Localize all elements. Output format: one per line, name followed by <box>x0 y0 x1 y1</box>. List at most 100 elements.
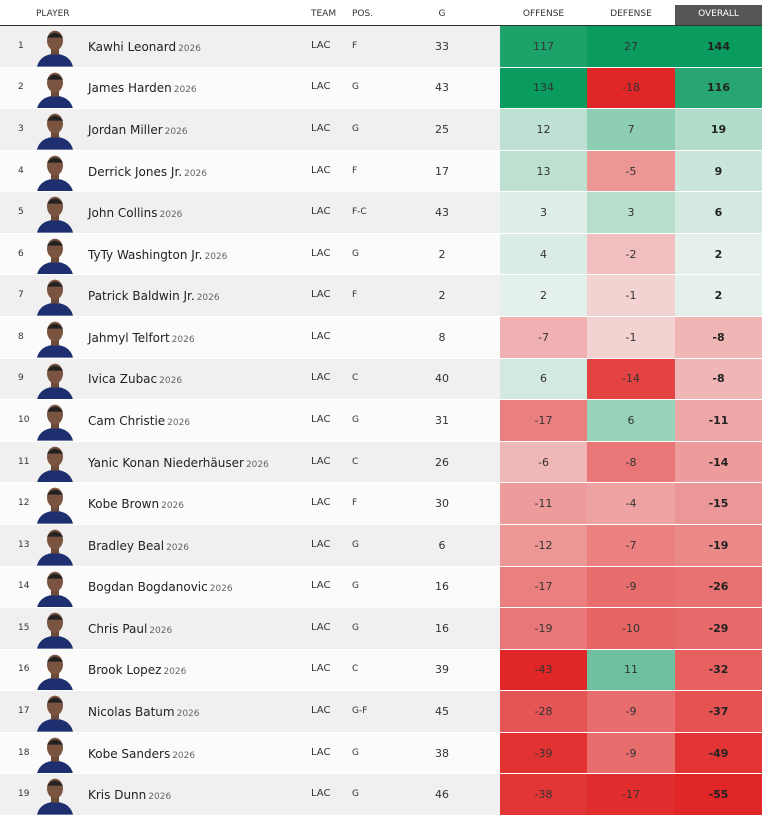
defense-cell: -10 <box>587 608 675 649</box>
player-name: TyTy Washington Jr. <box>88 247 203 262</box>
games: 33 <box>435 39 449 53</box>
games: 31 <box>435 413 449 427</box>
table-row: 7 Patrick Baldwin Jr. 2026 LAC F 2 2 -1 2 <box>0 275 762 318</box>
header-rule <box>0 25 762 26</box>
defense-value: -1 <box>625 289 637 303</box>
position: G <box>352 123 359 134</box>
team: LAC <box>311 497 331 509</box>
team: LAC <box>311 788 331 800</box>
defense-value: -7 <box>625 538 637 552</box>
games: 38 <box>435 746 449 760</box>
overall-value: 2 <box>714 289 723 303</box>
team: LAC <box>311 247 331 259</box>
column-header: G <box>438 9 446 19</box>
player-name-cell: Chris Paul 2026 <box>88 622 172 636</box>
team: LAC <box>311 538 331 550</box>
games: 46 <box>435 788 449 802</box>
defense-cell: -14 <box>587 358 675 400</box>
season: 2026 <box>184 168 208 179</box>
position: F <box>352 498 358 509</box>
overall-value: -11 <box>708 413 729 427</box>
games: 6 <box>438 538 446 552</box>
player-name-cell: John Collins 2026 <box>88 206 182 220</box>
overall-cell: 116 <box>675 67 762 109</box>
position: F-C <box>352 207 367 218</box>
player-photo <box>37 280 73 317</box>
offense-cell: -6 <box>500 441 587 483</box>
offense-value: 6 <box>540 372 547 386</box>
player-photo <box>37 404 73 441</box>
offense-cell: -17 <box>500 400 587 441</box>
overall-cell: -11 <box>675 400 762 441</box>
player-name: Kawhi Leonard <box>88 39 177 54</box>
team: LAC <box>311 455 331 467</box>
position: G <box>352 539 359 550</box>
rank: 18 <box>18 747 30 758</box>
rank: 16 <box>18 664 30 675</box>
season: 2026 <box>204 251 228 262</box>
team: LAC <box>311 289 331 301</box>
offense-value: 12 <box>536 122 551 136</box>
table-row: 19 Kris Dunn 2026 LAC G 46 -38 -17 -55 <box>0 774 762 816</box>
defense-cell: -1 <box>587 275 675 317</box>
position: C <box>352 664 359 675</box>
table-row: 4 Derrick Jones Jr. 2026 LAC F 17 13 -5 9 <box>0 150 762 193</box>
team: LAC <box>311 621 331 633</box>
team: LAC <box>311 372 331 384</box>
player-name: James Harden <box>88 81 172 96</box>
defense-value: -5 <box>625 164 637 178</box>
defense-value: -1 <box>625 330 637 344</box>
season: 2026 <box>171 334 195 345</box>
player-name-cell: Kobe Brown 2026 <box>88 497 184 511</box>
player-photo <box>37 571 73 608</box>
player-photo <box>37 30 73 67</box>
player-photo <box>37 321 73 358</box>
position: G-F <box>352 706 368 717</box>
defense-cell: -2 <box>587 233 675 275</box>
table-row: 9 Ivica Zubac 2026 LAC C 40 6 -14 -8 <box>0 358 762 401</box>
overall-cell: -32 <box>675 649 762 691</box>
player-name-cell: Kawhi Leonard 2026 <box>88 40 201 54</box>
offense-value: -11 <box>534 497 553 511</box>
player-photo <box>37 155 73 192</box>
season: 2026 <box>159 210 183 221</box>
offense-cell: -17 <box>500 566 587 608</box>
table-row: 13 Bradley Beal 2026 LAC G 6 -12 -7 -19 <box>0 524 762 567</box>
games: 45 <box>435 705 449 719</box>
offense-value: -17 <box>534 580 553 594</box>
player-photo <box>37 529 73 566</box>
table-row: 17 Nicolas Batum 2026 LAC G-F 45 -28 -9 -37 <box>0 691 762 733</box>
offense-value: -19 <box>534 621 553 635</box>
rank: 11 <box>18 456 30 467</box>
overall-cell: 9 <box>675 150 762 192</box>
games: 2 <box>438 247 446 261</box>
offense-cell: -38 <box>500 774 587 815</box>
player-name-cell: Nicolas Batum 2026 <box>88 705 200 719</box>
rank: 13 <box>18 539 30 550</box>
player-photo <box>37 446 73 483</box>
season: 2026 <box>172 750 196 761</box>
player-name-cell: Bogdan Bogdanovic 2026 <box>88 580 233 594</box>
table-row: 16 Brook Lopez 2026 LAC C 39 -43 11 -32 <box>0 649 762 692</box>
player-photo <box>37 363 73 400</box>
player-photo <box>37 737 73 774</box>
overall-value: -8 <box>712 372 725 386</box>
rank: 14 <box>18 581 30 592</box>
table-row: 11 Yanic Konan Niederhäuser 2026 LAC C 26 -6 -… <box>0 441 762 484</box>
position: F <box>352 40 358 51</box>
overall-value: -29 <box>708 621 729 635</box>
games: 40 <box>435 372 449 386</box>
player-name-cell: Derrick Jones Jr. 2026 <box>88 165 207 179</box>
offense-cell: -12 <box>500 524 587 566</box>
player-name-cell: James Harden 2026 <box>88 81 197 95</box>
overall-value: 2 <box>714 247 723 261</box>
rank: 17 <box>18 706 30 717</box>
defense-cell: -17 <box>587 774 675 815</box>
table-row: 15 Chris Paul 2026 LAC G 16 -19 -10 -29 <box>0 608 762 650</box>
overall-cell: -8 <box>675 358 762 400</box>
offense-value: -12 <box>534 538 553 552</box>
player-photo <box>37 612 73 649</box>
overall-value: -32 <box>708 663 729 677</box>
team: LAC <box>311 122 331 134</box>
